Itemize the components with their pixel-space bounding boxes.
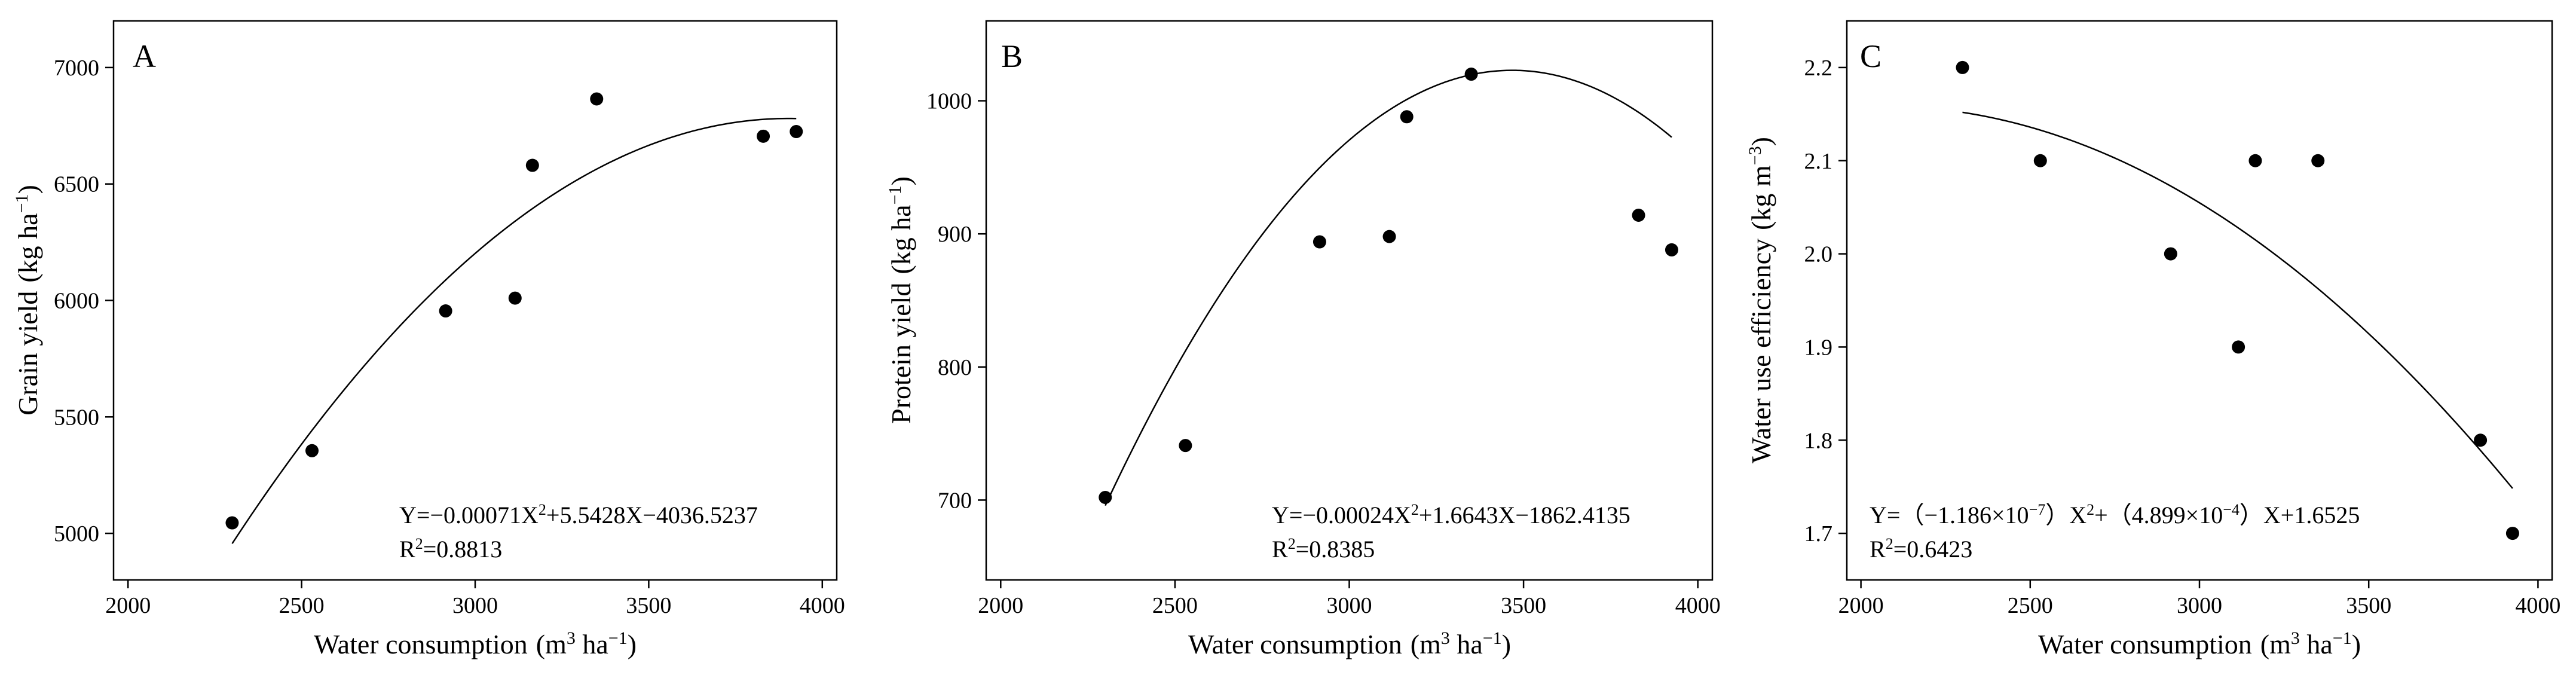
panel-a-fit-curve <box>231 117 797 544</box>
panel-c-y-tick-label-2: 1.9 <box>1804 335 1833 360</box>
panel-b-x-title: Water consumption (m3 ha−1) <box>1188 628 1511 660</box>
panel-c-point-3 <box>2232 340 2245 354</box>
panel-c-equation: Y=（−1.186×10−7）X2+（4.899×10−4）X+1.6525 <box>1870 501 2360 529</box>
panel-b-y-ticks: 700 800 900 1000 <box>926 89 986 513</box>
panel-a-equation: Y=−0.00071X2+5.5428X−4036.5237 <box>399 501 758 529</box>
panel-a-x-title: Water consumption (m3 ha−1) <box>314 628 637 660</box>
panel-a-y-tick-label-1: 5500 <box>54 405 99 430</box>
panel-a-x-tick-label-2: 3000 <box>452 593 498 618</box>
panel-b-y-tick-label-3: 1000 <box>926 89 972 114</box>
panel-b-fit-curve <box>1105 69 1672 506</box>
panel-a-frame <box>112 20 838 581</box>
panel-a-y-tick-label-2: 6000 <box>54 289 99 314</box>
panel-c-y-tick-label-4: 2.1 <box>1804 149 1833 174</box>
panel-a-x-ticks: 2000 2500 3000 3500 4000 <box>105 580 845 618</box>
panel-c-letter: C <box>1860 38 1881 74</box>
panel-b-point-1 <box>1179 439 1192 453</box>
panel-b-y-tick-label-1: 800 <box>938 355 972 380</box>
panel-a-x-tick-label-3: 3500 <box>626 593 671 618</box>
panel-b-y-tick-label-2: 900 <box>938 222 972 247</box>
panel-c-x-tick-label-1: 2500 <box>2008 593 2053 618</box>
panel-b-x-tick-label-3: 3500 <box>1501 593 1546 618</box>
panel-b-x-tick-label-1: 2500 <box>1152 593 1198 618</box>
panel-b-r2: R2=0.8385 <box>1272 535 1375 563</box>
panel-c: C 2000 2500 3000 3500 4000 1.7 1.8 1.9 2.0 2.1 2.… <box>1745 20 2560 660</box>
panel-c-y-tick-label-5: 2.2 <box>1804 56 1833 81</box>
panel-a-y-ticks: 5000 5500 6000 6500 7000 <box>54 56 114 546</box>
panel-a-y-title: Grain yield(kg ha−1) <box>12 185 44 416</box>
panel-c-x-ticks: 2000 2500 3000 3500 4000 <box>1838 580 2560 618</box>
panel-a-x-tick-label-0: 2000 <box>105 593 151 618</box>
panel-c-y-ticks: 1.7 1.8 1.9 2.0 2.1 2.2 <box>1804 56 1847 546</box>
panel-b: B 2000 2500 3000 3500 4000 700 800 900 1000 Y=−… <box>885 20 1721 660</box>
panel-b-letter: B <box>1001 38 1023 74</box>
panel-a-points <box>225 92 803 530</box>
panel-a-letter: A <box>133 38 156 74</box>
panel-c-point-1 <box>2033 154 2047 167</box>
panel-c-point-5 <box>2311 154 2325 167</box>
panel-a-point-3 <box>508 291 522 305</box>
panel-b-y-title: Protein yield(kg ha−1) <box>885 176 917 424</box>
panel-b-equation: Y=−0.00024X2+1.6643X−1862.4135 <box>1272 501 1630 529</box>
panel-c-point-2 <box>2164 247 2177 261</box>
panel-a-r2: R2=0.8813 <box>399 535 502 563</box>
panel-b-point-4 <box>1400 110 1414 124</box>
panel-a-y-tick-label-0: 5000 <box>54 521 99 546</box>
panel-b-y-tick-label-0: 700 <box>938 488 972 513</box>
panel-c-point-6 <box>2474 433 2488 447</box>
panel-a-point-1 <box>305 444 319 457</box>
panel-a-x-tick-label-4: 4000 <box>800 593 845 618</box>
panel-b-x-tick-label-2: 3000 <box>1327 593 1372 618</box>
panel-b-x-tick-label-0: 2000 <box>978 593 1023 618</box>
panel-c-r2: R2=0.6423 <box>1870 535 1972 563</box>
panel-b-x-tick-label-4: 4000 <box>1675 593 1721 618</box>
panel-b-point-7 <box>1665 243 1678 256</box>
panel-a-y-tick-label-3: 6500 <box>54 172 99 197</box>
panel-b-point-6 <box>1632 209 1645 222</box>
panel-a-point-5 <box>590 92 604 106</box>
panel-b-point-5 <box>1464 68 1478 81</box>
panel-a-point-6 <box>757 129 770 143</box>
panel-a: A 2000 2500 3000 3500 4000 5000 5500 6000 6500 7… <box>12 20 845 660</box>
panel-c-y-tick-label-1: 1.8 <box>1804 428 1833 453</box>
panel-c-points <box>1956 60 2519 540</box>
panel-b-points <box>1099 68 1678 504</box>
panel-c-point-4 <box>2248 154 2262 167</box>
panel-c-x-tick-label-4: 4000 <box>2515 593 2560 618</box>
panel-c-frame <box>1846 20 2553 581</box>
panel-c-y-tick-label-0: 1.7 <box>1804 521 1833 546</box>
panel-a-point-7 <box>790 125 803 139</box>
panel-c-point-7 <box>2505 527 2519 540</box>
panel-b-point-3 <box>1382 230 1396 243</box>
panel-b-frame <box>985 20 1714 581</box>
panel-b-x-ticks: 2000 2500 3000 3500 4000 <box>978 580 1721 618</box>
panel-a-point-0 <box>225 516 239 530</box>
panel-a-x-tick-label-1: 2500 <box>279 593 325 618</box>
panel-a-y-tick-label-4: 7000 <box>54 56 99 81</box>
panel-c-x-tick-label-2: 3000 <box>2177 593 2222 618</box>
panel-a-point-4 <box>525 158 539 172</box>
panel-c-point-0 <box>1956 60 1969 74</box>
panel-c-fit-curve <box>1962 111 2513 489</box>
panel-b-point-2 <box>1313 235 1326 249</box>
panel-c-x-tick-label-3: 3500 <box>2346 593 2391 618</box>
panel-a-point-2 <box>439 304 452 318</box>
panel-c-y-tick-label-3: 2.0 <box>1804 242 1833 267</box>
panel-c-x-title: Water consumption (m3 ha−1) <box>2038 628 2361 660</box>
panel-c-y-title: Water use efficiency(kg m−3) <box>1745 137 1777 463</box>
panel-b-point-0 <box>1099 490 1112 504</box>
panel-c-x-tick-label-0: 2000 <box>1838 593 1884 618</box>
